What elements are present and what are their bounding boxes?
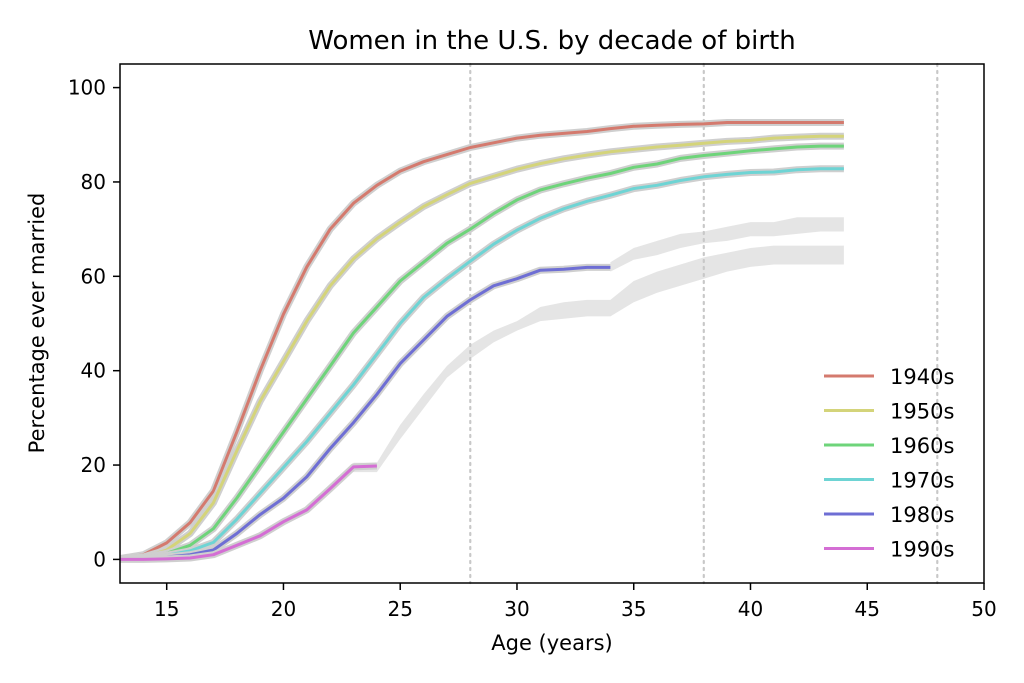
series-line-1970s — [120, 167, 844, 561]
prediction-bands — [353, 217, 844, 473]
y-tick-label: 60 — [81, 264, 106, 288]
series-line-1960s — [120, 144, 844, 561]
legend-item-1940s: 1940s — [824, 365, 954, 389]
x-axis: 15 20 25 30 35 40 45 50 — [154, 583, 997, 621]
plot-area — [119, 62, 985, 585]
legend-label: 1980s — [890, 503, 954, 527]
legend-item-1990s: 1990s — [824, 538, 954, 562]
prediction-band-2 — [610, 217, 844, 272]
x-tick-label: 40 — [738, 597, 763, 621]
x-tick-label: 15 — [154, 597, 179, 621]
y-axis-label: Percentage ever married — [25, 193, 49, 454]
prediction-band-1 — [353, 245, 844, 473]
legend-item-1950s: 1950s — [824, 400, 954, 424]
plot-frame — [119, 63, 985, 584]
series-line-1950s — [120, 134, 844, 561]
legend-label: 1950s — [890, 400, 954, 424]
x-tick-label: 20 — [271, 597, 296, 621]
series-lines — [120, 119, 844, 563]
legend-item-1960s: 1960s — [824, 434, 954, 458]
y-tick-label: 100 — [68, 76, 106, 100]
y-tick-label: 20 — [81, 453, 106, 477]
y-tick-label: 0 — [93, 547, 106, 571]
legend-label: 1940s — [890, 365, 954, 389]
legend-label: 1990s — [890, 538, 954, 562]
series-line-1940s — [120, 121, 844, 560]
legend-item-1980s: 1980s — [824, 503, 954, 527]
x-tick-label: 50 — [971, 597, 996, 621]
x-axis-label: Age (years) — [491, 631, 612, 655]
x-tick-label: 35 — [621, 597, 646, 621]
series-line-1990s — [120, 464, 377, 561]
x-tick-label: 45 — [855, 597, 880, 621]
series-line-1980s — [120, 265, 611, 561]
legend: 1940s 1950s 1960s 1970s 1980s 1990s — [824, 365, 954, 562]
y-axis: 0 20 40 60 80 100 — [68, 76, 120, 571]
y-tick-label: 80 — [81, 170, 106, 194]
x-tick-label: 25 — [387, 597, 412, 621]
legend-label: 1970s — [890, 469, 954, 493]
legend-label: 1960s — [890, 434, 954, 458]
y-tick-label: 40 — [81, 359, 106, 383]
x-tick-label: 30 — [504, 597, 529, 621]
chart-title: Women in the U.S. by decade of birth — [308, 26, 795, 56]
series-band-1960s — [120, 142, 844, 563]
legend-item-1970s: 1970s — [824, 469, 954, 493]
